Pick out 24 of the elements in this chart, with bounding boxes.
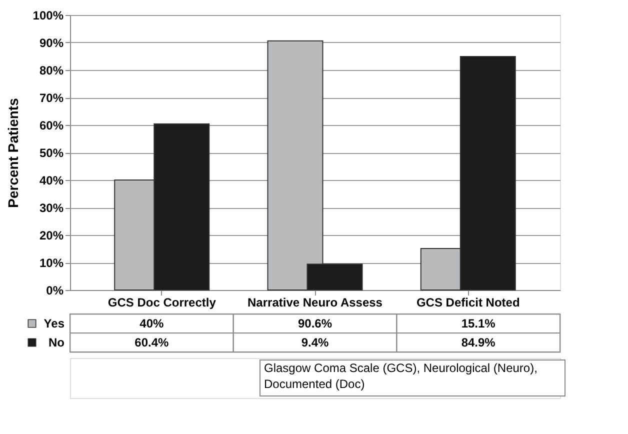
x-tick-label: Narrative Neuro Assess [248, 296, 383, 310]
y-tick-label: 30% [39, 201, 64, 215]
data-label: 9.4% [301, 336, 329, 350]
y-tick-label: 50% [39, 146, 64, 160]
y-tick-label: 60% [39, 118, 64, 132]
data-label: 84.9% [461, 336, 496, 350]
y-tick-label: 80% [39, 64, 64, 78]
legend-label: No [48, 336, 64, 350]
y-tick-label: 90% [39, 36, 64, 50]
data-label: 15.1% [461, 316, 496, 330]
x-tick-label: GCS Doc Correctly [108, 296, 216, 310]
data-label: 40% [140, 316, 164, 330]
y-tick-label: 0% [46, 284, 64, 298]
y-tick-label: 20% [39, 228, 64, 242]
x-tick-label: GCS Deficit Noted [416, 296, 520, 310]
y-tick-label: 70% [39, 91, 64, 105]
y-axis-title: Percent Patients [4, 98, 21, 208]
data-label: 60.4% [134, 336, 170, 350]
y-tick-label: 40% [39, 174, 64, 188]
data-label: 90.6% [298, 316, 332, 330]
y-tick-label: 10% [39, 256, 64, 270]
text: Glasgow Coma Scale (GCS), Neurological (Neuro), Documented (Doc) [264, 361, 538, 391]
y-tick-label: 100% [32, 8, 64, 22]
legend-label: Yes [44, 316, 65, 330]
